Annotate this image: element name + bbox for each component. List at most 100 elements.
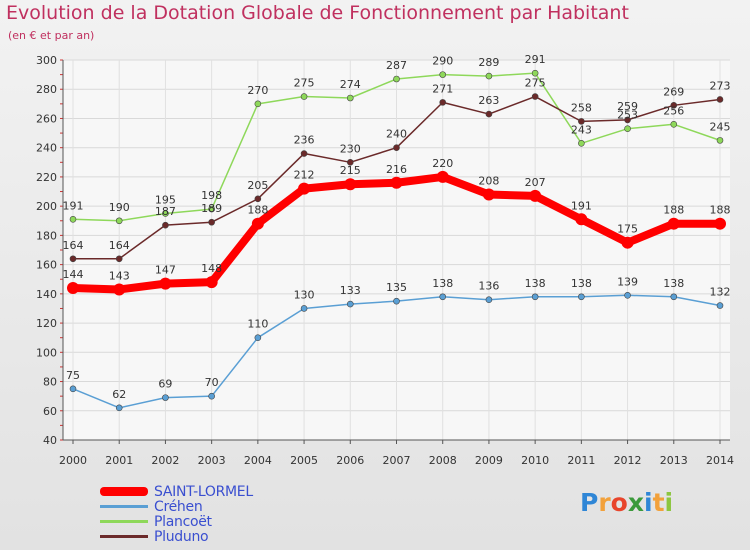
y-tick-label: 220 — [36, 171, 57, 184]
x-tick-label: 2009 — [475, 454, 503, 467]
data-point-pluduno — [300, 150, 308, 157]
data-label: 269 — [663, 85, 684, 98]
x-tick-label: 2013 — [660, 454, 688, 467]
data-label: 75 — [66, 369, 80, 382]
data-point-crehen — [670, 293, 678, 301]
data-label: 240 — [386, 128, 407, 141]
data-label: 290 — [432, 55, 453, 68]
logo-letter: x — [627, 488, 644, 517]
data-point-plancoet — [69, 216, 77, 223]
data-point-pluduno — [439, 99, 447, 106]
logo-letter: i — [664, 488, 674, 517]
y-tick-label: 300 — [36, 54, 57, 67]
data-label: 271 — [432, 82, 453, 95]
data-label: 175 — [617, 223, 638, 236]
data-point-pluduno — [716, 96, 724, 103]
data-label: 70 — [205, 376, 219, 389]
data-label: 189 — [201, 202, 222, 215]
data-label: 139 — [617, 275, 638, 288]
data-label: 273 — [710, 79, 731, 92]
legend-swatch-plancoet — [100, 520, 148, 523]
y-tick-label: 240 — [36, 142, 57, 155]
data-point-pluduno — [670, 102, 678, 109]
data-point-plancoet — [393, 75, 400, 83]
data-point-saint-lormel — [344, 178, 357, 191]
x-tick-label: 2012 — [614, 454, 642, 467]
legend-label-crehen: Créhen — [154, 498, 203, 515]
data-point-plancoet — [439, 71, 447, 78]
data-label: 212 — [294, 169, 315, 182]
data-label: 256 — [663, 104, 684, 117]
data-point-saint-lormel — [205, 276, 218, 289]
data-label: 147 — [155, 264, 176, 277]
x-tick-label: 2014 — [706, 454, 734, 467]
data-point-pluduno — [208, 218, 215, 226]
data-point-saint-lormel — [714, 217, 726, 230]
data-label: 289 — [478, 56, 499, 69]
x-tick-label: 2011 — [567, 454, 595, 467]
data-label: 188 — [247, 204, 268, 217]
data-point-pluduno — [69, 255, 77, 263]
y-tick-label: 260 — [36, 112, 57, 125]
data-label: 62 — [112, 388, 126, 401]
data-label: 191 — [63, 199, 84, 212]
data-label: 245 — [710, 120, 731, 133]
x-tick-label: 2004 — [244, 454, 272, 467]
legend-label-plancoet: Plancoët — [154, 513, 212, 530]
data-label: 190 — [109, 201, 130, 214]
data-label: 208 — [478, 174, 499, 187]
data-label: 205 — [247, 179, 268, 192]
data-point-saint-lormel — [436, 170, 449, 183]
data-label: 148 — [201, 262, 222, 275]
data-label: 207 — [525, 176, 546, 189]
data-point-pluduno — [578, 118, 585, 125]
x-tick-label: 2008 — [429, 454, 457, 467]
data-point-plancoet — [162, 210, 169, 217]
data-point-crehen — [439, 293, 447, 301]
data-point-plancoet — [578, 140, 585, 147]
data-label: 110 — [247, 318, 268, 331]
legend-label-pluduno: Pluduno — [154, 528, 209, 545]
data-point-saint-lormel — [251, 217, 264, 230]
data-label: 136 — [478, 280, 499, 293]
data-point-pluduno — [393, 144, 400, 151]
x-tick-label: 2003 — [198, 454, 226, 467]
data-point-plancoet — [115, 217, 123, 225]
data-label: 275 — [525, 77, 546, 90]
data-label: 191 — [571, 199, 592, 212]
data-point-crehen — [716, 302, 724, 309]
legend: SAINT-LORMEL Créhen Plancoët Pluduno — [100, 484, 253, 545]
data-point-saint-lormel — [667, 217, 680, 230]
data-label: 253 — [617, 109, 638, 122]
logo-letter: o — [610, 488, 628, 517]
data-label: 130 — [294, 288, 315, 301]
data-label: 138 — [663, 277, 684, 290]
data-label: 143 — [109, 269, 130, 282]
data-point-plancoet — [300, 93, 308, 100]
data-label: 133 — [340, 284, 361, 297]
data-label: 138 — [525, 277, 546, 290]
data-label: 236 — [294, 134, 315, 147]
data-point-crehen — [162, 394, 169, 401]
y-tick-label: 180 — [36, 229, 57, 242]
data-label: 198 — [201, 189, 222, 202]
data-label: 138 — [432, 277, 453, 290]
data-label: 270 — [247, 84, 268, 97]
data-label: 259 — [617, 100, 638, 113]
data-point-pluduno — [115, 255, 123, 263]
y-tick-label: 60 — [43, 405, 57, 418]
data-point-pluduno — [624, 116, 631, 124]
legend-item-saint-lormel: SAINT-LORMEL — [100, 484, 253, 500]
data-point-saint-lormel — [390, 176, 403, 189]
x-tick-label: 2006 — [336, 454, 364, 467]
data-point-plancoet — [531, 69, 539, 77]
y-tick-label: 160 — [36, 259, 57, 272]
x-tick-label: 2005 — [290, 454, 318, 467]
legend-swatch-crehen — [100, 505, 148, 508]
data-point-pluduno — [485, 110, 493, 118]
data-point-pluduno — [254, 195, 262, 203]
y-tick-label: 40 — [43, 434, 57, 447]
data-point-pluduno — [531, 93, 539, 100]
data-point-plancoet — [716, 137, 724, 144]
data-point-pluduno — [346, 159, 354, 166]
